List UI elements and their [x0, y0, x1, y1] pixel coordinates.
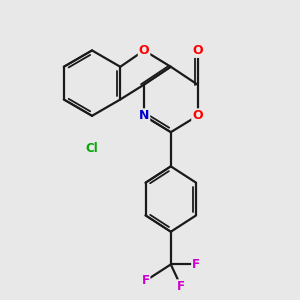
Text: F: F [142, 274, 149, 287]
Text: N: N [139, 109, 149, 122]
Text: O: O [192, 109, 203, 122]
Text: O: O [139, 44, 149, 57]
Text: O: O [192, 44, 203, 57]
Text: Cl: Cl [86, 142, 98, 155]
Text: F: F [177, 280, 185, 293]
Text: F: F [192, 258, 200, 271]
